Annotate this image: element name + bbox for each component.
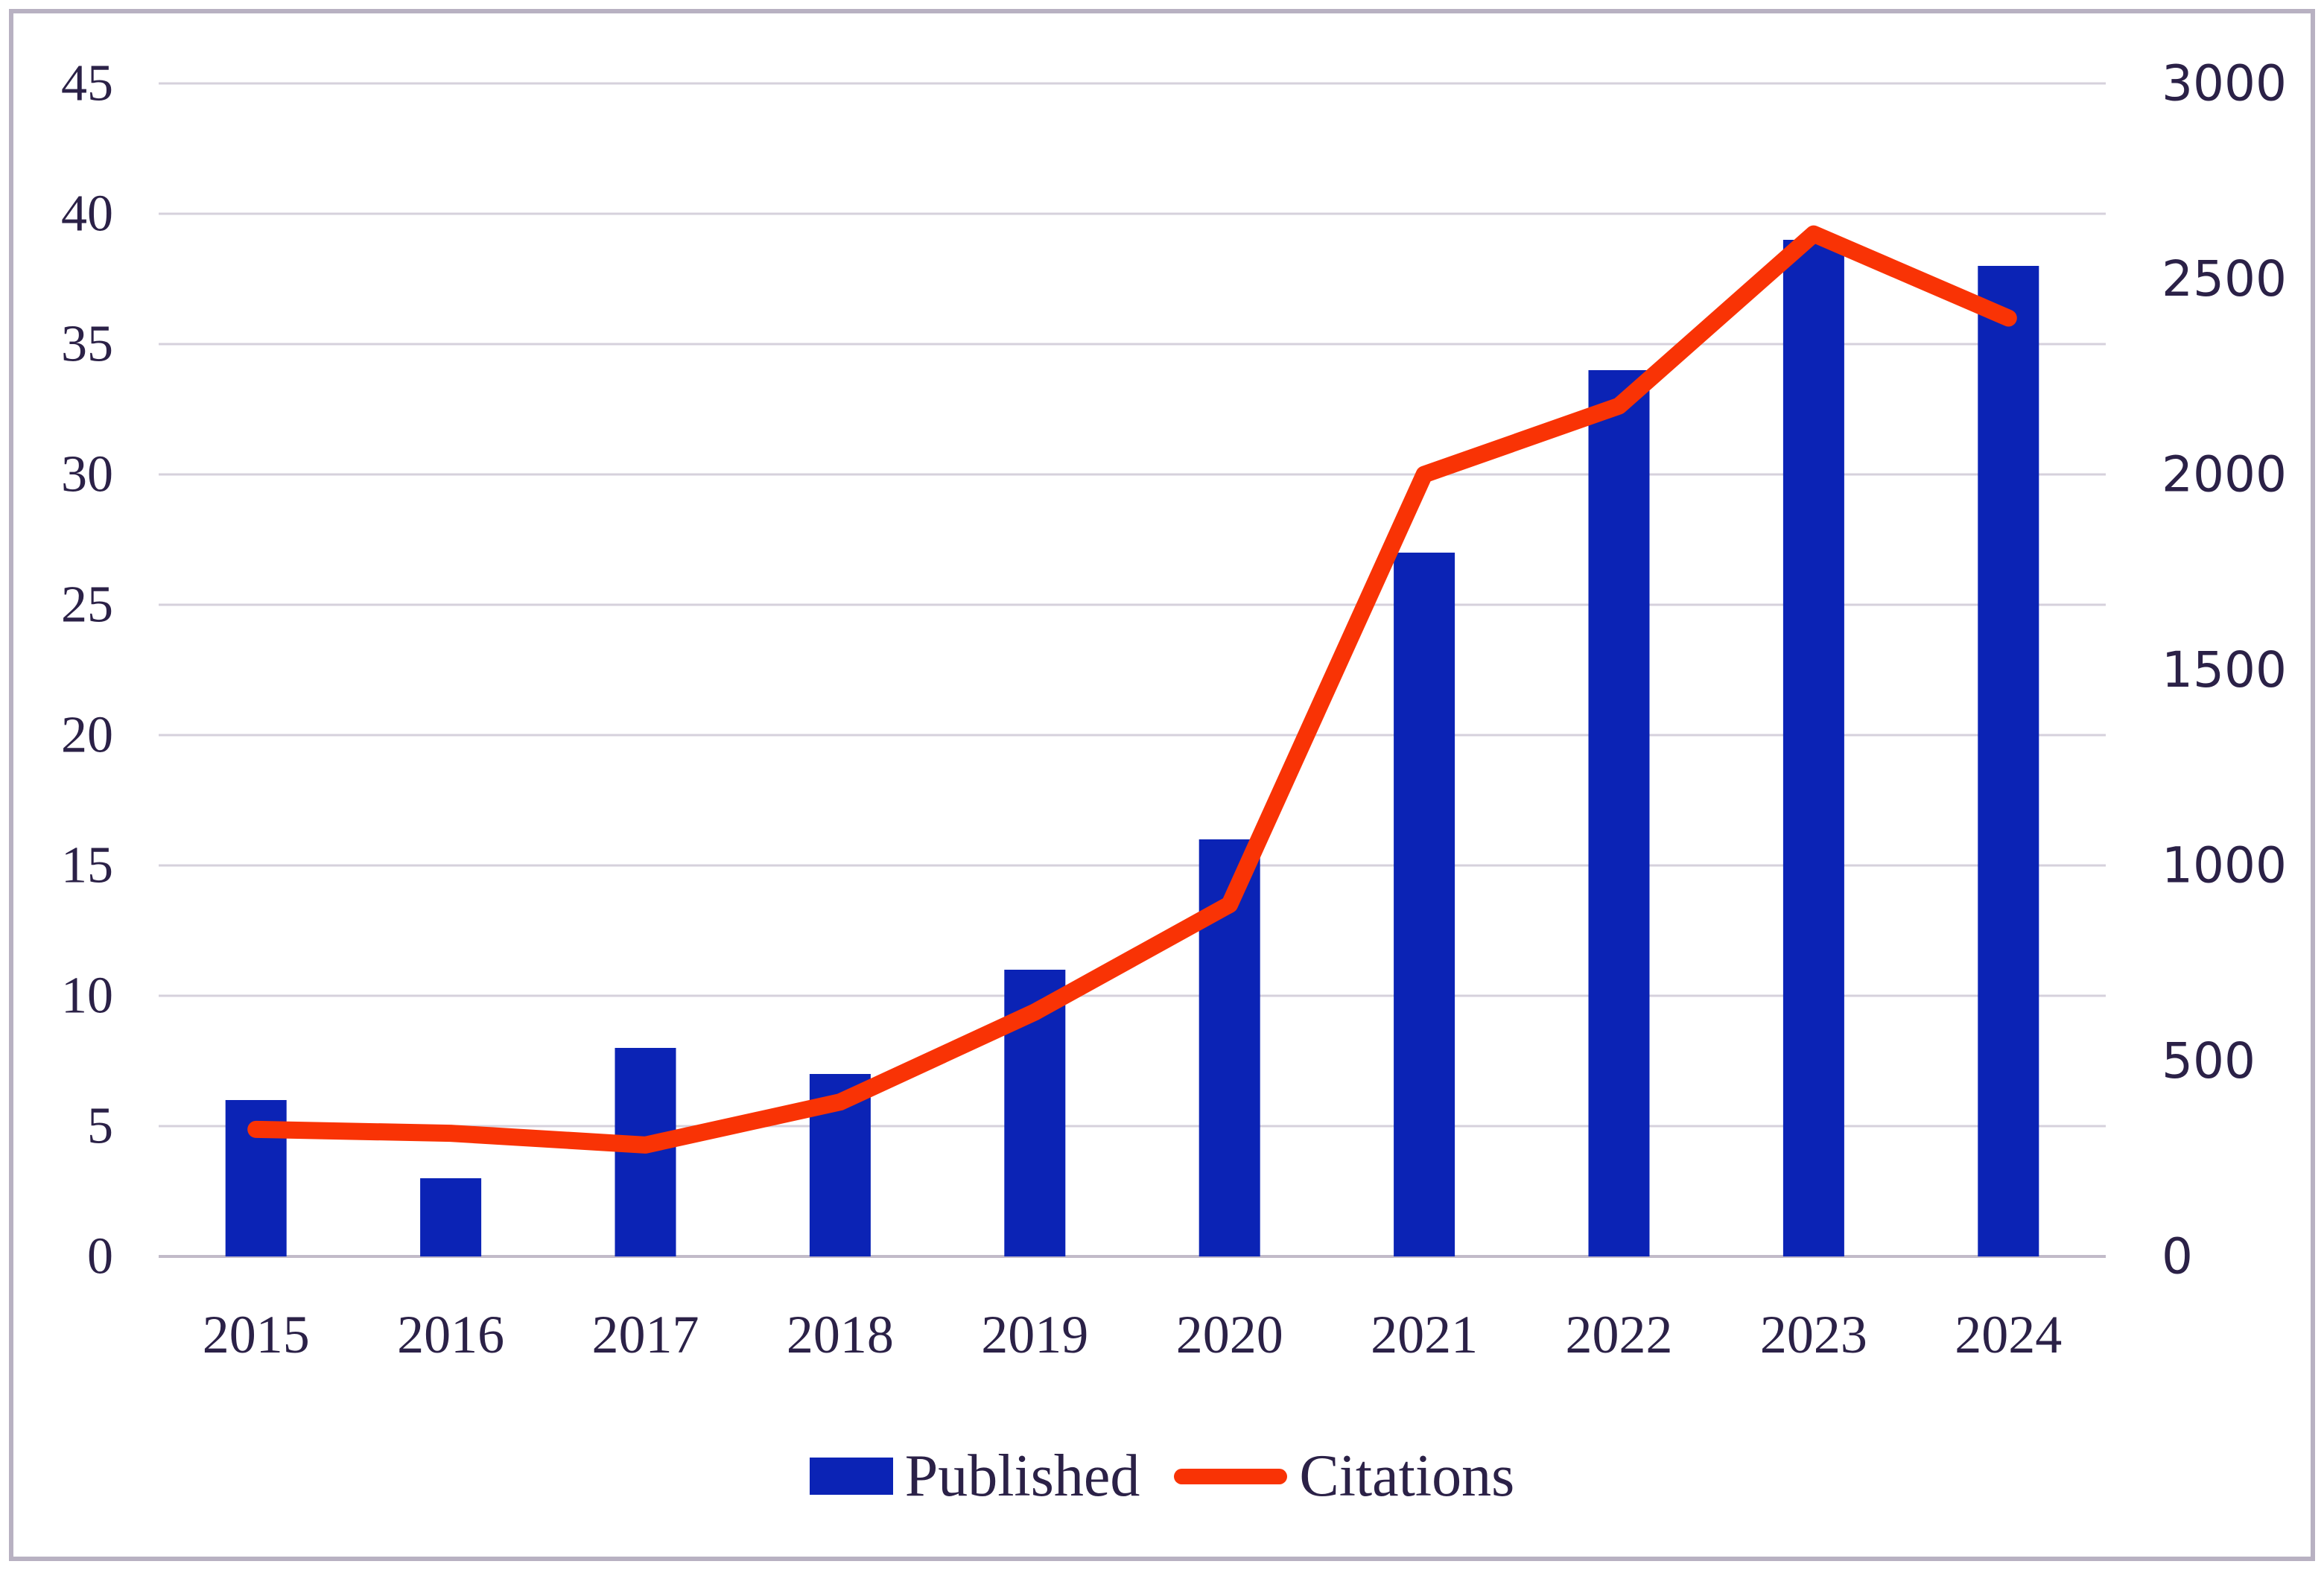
x-label-2024: 2024 (1955, 1305, 2062, 1364)
legend-item-published: Published (809, 1443, 1140, 1510)
x-label-2022: 2022 (1566, 1305, 1673, 1364)
right-axis-tick-3000: 3000 (2162, 55, 2287, 112)
x-label-2019: 2019 (981, 1305, 1088, 1364)
left-axis-tick-45: 45 (61, 55, 113, 112)
left-axis-tick-40: 40 (61, 185, 113, 243)
right-axis-tick-500: 500 (2162, 1032, 2255, 1090)
left-axis-tick-0: 0 (87, 1228, 113, 1285)
left-axis-tick-20: 20 (61, 707, 113, 764)
legend-published-swatch (809, 1458, 893, 1495)
x-label-2021: 2021 (1371, 1305, 1478, 1364)
x-label-2018: 2018 (787, 1305, 894, 1364)
x-label-2015: 2015 (203, 1305, 310, 1364)
x-label-2016: 2016 (397, 1305, 504, 1364)
bar-2021 (1394, 553, 1455, 1256)
legend-citations-label: Citations (1299, 1443, 1515, 1509)
bar-2022 (1588, 370, 1650, 1256)
left-axis-tick-25: 25 (61, 576, 113, 634)
bar-2016 (420, 1178, 482, 1256)
left-axis-tick-10: 10 (61, 967, 113, 1025)
bar-2024 (1978, 266, 2039, 1256)
x-label-2017: 2017 (592, 1305, 699, 1364)
right-axis-tick-2500: 2500 (2162, 250, 2287, 308)
left-axis-tick-5: 5 (87, 1098, 113, 1155)
legend-item-citations: Citations (1174, 1443, 1514, 1510)
x-label-2023: 2023 (1760, 1305, 1867, 1364)
bar-2023 (1782, 240, 1844, 1256)
legend-published-label: Published (904, 1443, 1140, 1509)
right-axis-tick-0: 0 (2162, 1228, 2193, 1285)
left-axis-tick-30: 30 (61, 446, 113, 503)
right-axis-tick-2000: 2000 (2162, 446, 2287, 503)
x-label-2020: 2020 (1176, 1305, 1283, 1364)
legend-citations-swatch (1174, 1468, 1288, 1484)
right-axis-tick-1500: 1500 (2162, 641, 2287, 699)
left-axis-tick-15: 15 (61, 837, 113, 894)
figure-border (9, 9, 2315, 1561)
left-axis-tick-35: 35 (61, 316, 113, 373)
chart-legend: Published Citations (0, 1439, 2324, 1513)
right-axis-tick-1000: 1000 (2162, 837, 2287, 894)
citations-line (247, 225, 2017, 1154)
